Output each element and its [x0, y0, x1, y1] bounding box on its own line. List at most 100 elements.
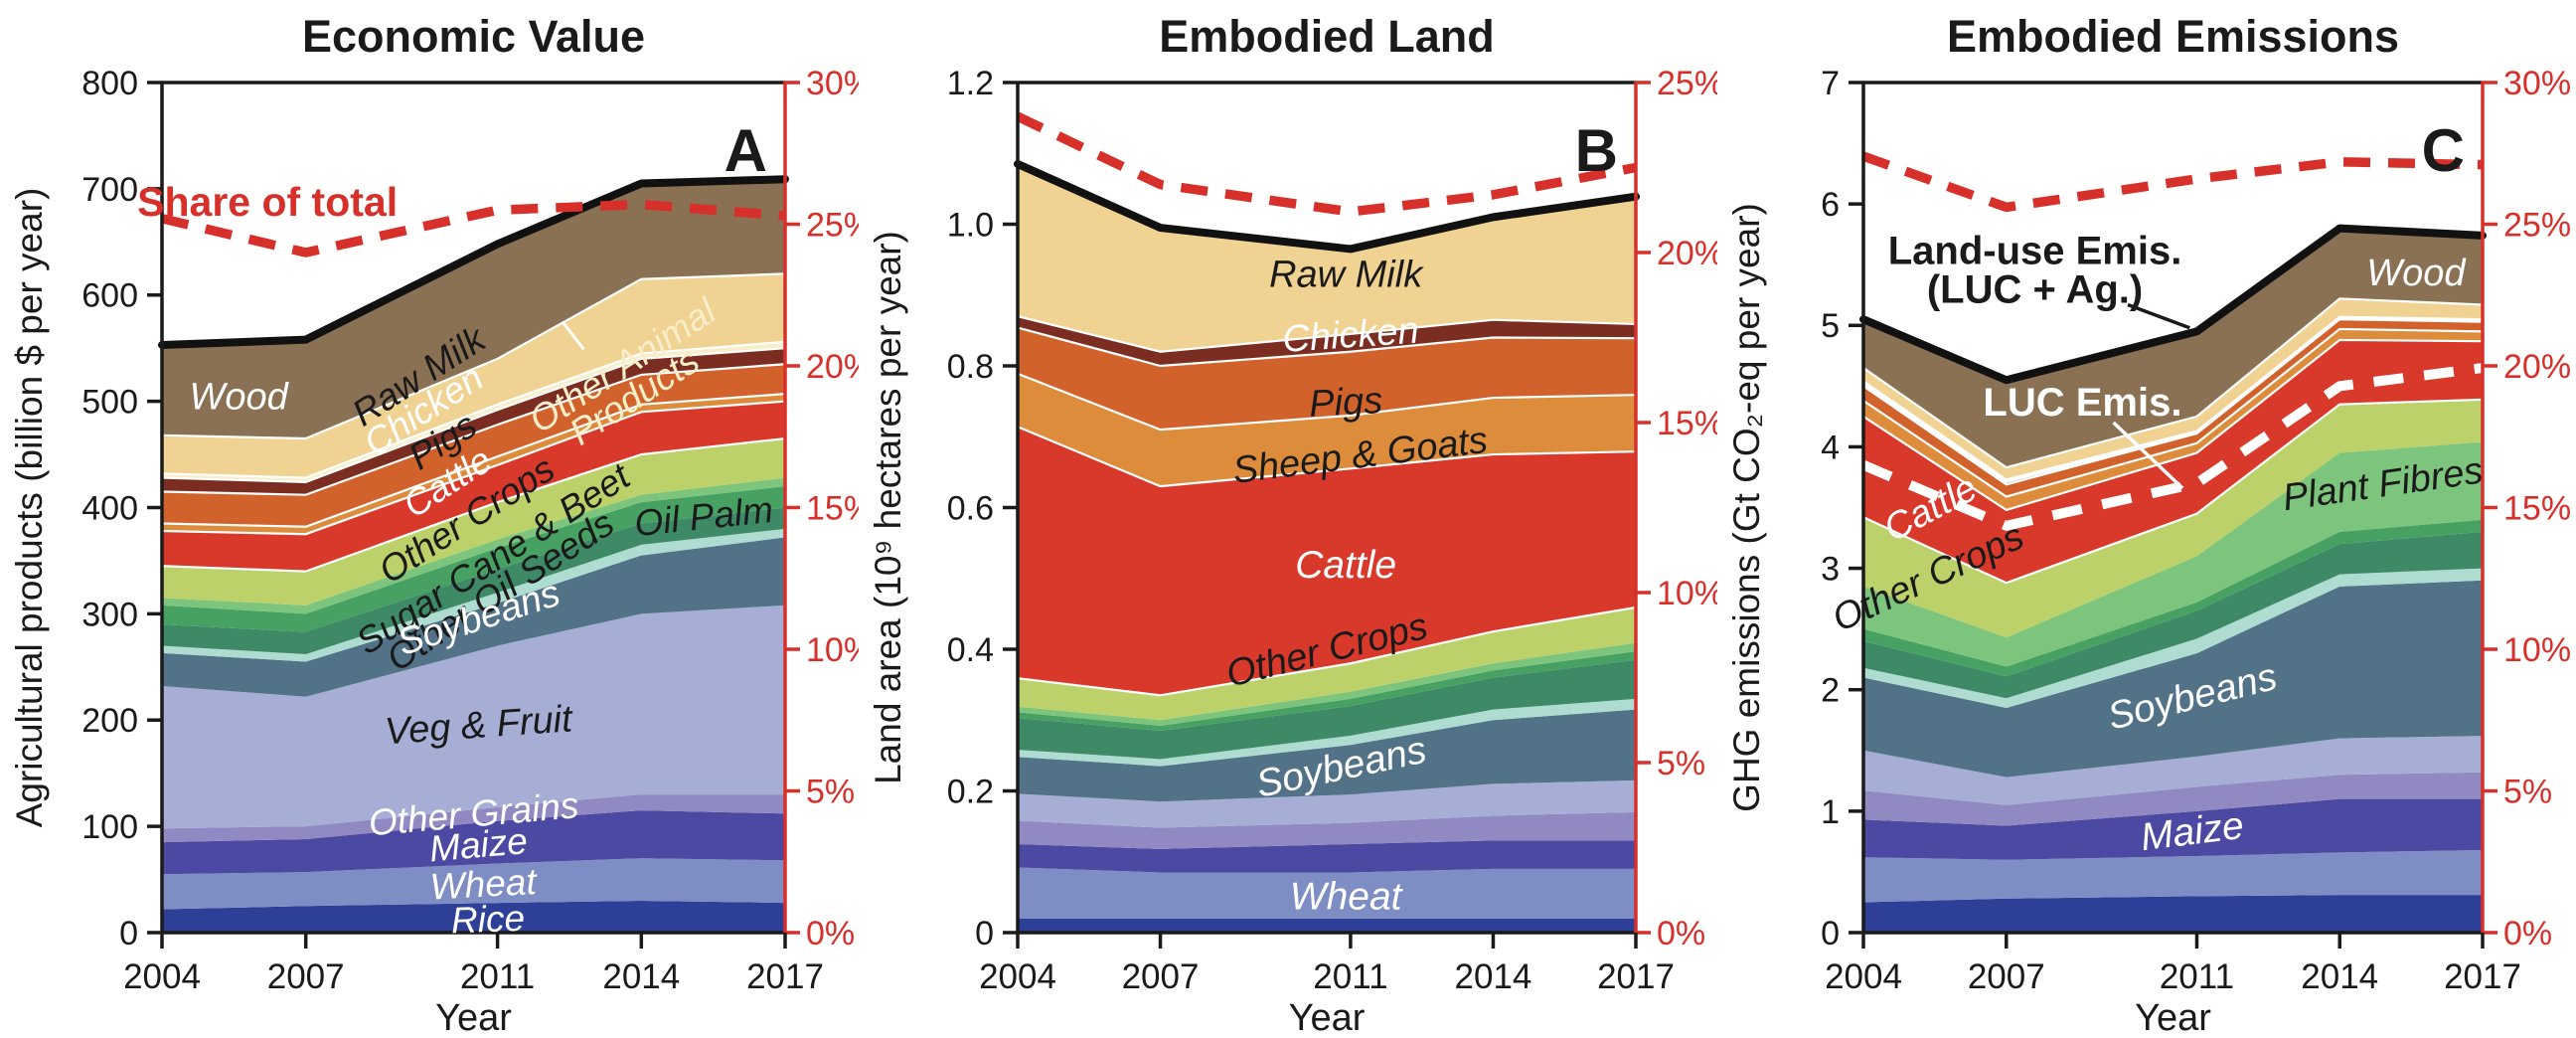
band-plant-fibres — [1018, 642, 1636, 726]
x-tick-label: 2007 — [1968, 957, 2045, 996]
x-tick-label: 2014 — [602, 957, 680, 996]
annotation-pointer — [2127, 302, 2190, 330]
label-luc-emis: LUC Emis. — [1983, 381, 2181, 425]
x-tick-label: 2011 — [1313, 957, 1387, 996]
band-other-oil-seeds — [1018, 659, 1636, 760]
right-tick-label: 25% — [1657, 65, 1717, 102]
panel-title: Economic Value — [302, 11, 645, 62]
right-tick-label: 0% — [2503, 915, 2552, 952]
annotation-pointer — [561, 320, 585, 351]
label-wheat: Wheat — [429, 861, 540, 908]
band-other-grains — [1018, 811, 1636, 849]
x-tick-label: 2014 — [2301, 957, 2378, 996]
panel-embodied-land: 0 0.2 0.4 0.6 0.8 1.0 1.2 0% 5% 10% 15% 20% 25% 2004 2… — [859, 0, 1717, 1038]
band-boundary — [1862, 297, 2484, 469]
band-boundary — [161, 400, 786, 536]
label-wood: Wood — [2366, 253, 2467, 294]
right-tick-label: 0% — [806, 915, 855, 952]
left-tick-label: 1.2 — [947, 65, 994, 102]
band-veg-fruit — [1018, 779, 1636, 828]
band-boundary — [1862, 327, 2484, 498]
right-tick-label: 15% — [2503, 489, 2571, 527]
left-tick-label: 7 — [1821, 65, 1840, 102]
panel-letter: C — [2422, 117, 2465, 184]
band-boundary — [1017, 315, 1637, 353]
left-tick-label: 0 — [975, 915, 994, 952]
right-tick-label: 15% — [1657, 405, 1717, 442]
left-tick-label: 800 — [81, 65, 138, 102]
x-tick-label: 2004 — [979, 957, 1056, 996]
right-tick-label: 25% — [806, 206, 859, 244]
right-tick-label: 20% — [806, 348, 859, 386]
band-plant-fibres — [1863, 441, 2483, 667]
band-boundary — [1017, 326, 1637, 368]
luc-emissions-line — [1861, 363, 2484, 531]
band-boundary — [161, 363, 786, 496]
share-of-total-line — [1861, 151, 2484, 213]
band-other-crops — [1863, 399, 2483, 638]
y-axis-title: Agricultural products (billion $ per yea… — [9, 188, 50, 828]
x-tick-label: 2007 — [267, 957, 345, 996]
band-sugar-cane-beet — [1863, 519, 2483, 677]
band-raw-milk — [1018, 163, 1636, 352]
right-tick-label: 20% — [1657, 235, 1717, 272]
left-tick-label: 700 — [81, 171, 138, 209]
band-boundary — [161, 340, 786, 479]
band-sugar-cane-beet — [1018, 651, 1636, 731]
left-tick-label: 1 — [1821, 793, 1840, 831]
band-cattle — [1018, 427, 1636, 696]
band-wheat — [162, 858, 785, 910]
right-tick-label: 5% — [1657, 745, 1705, 782]
label-raw-milk: Raw Milk — [1269, 255, 1424, 296]
band-boundary — [1862, 315, 2484, 481]
label-chicken: Chicken — [1281, 309, 1420, 360]
band-wheat — [1018, 867, 1636, 919]
band-boundary — [1017, 372, 1637, 432]
band-rice — [1018, 918, 1636, 933]
band-pigs — [162, 364, 785, 527]
band-cattle — [162, 401, 785, 572]
left-tick-label: 2 — [1821, 672, 1840, 710]
right-tick-label: 10% — [806, 631, 859, 669]
panel-title: Embodied Land — [1159, 11, 1495, 62]
total-line — [158, 175, 789, 349]
band-boundary — [1862, 316, 2484, 484]
label-rice: Rice — [450, 898, 525, 942]
right-tick-label: 10% — [1657, 575, 1717, 612]
panel-title: Embodied Emissions — [1947, 11, 2399, 62]
left-tick-label: 400 — [81, 489, 138, 527]
band-boundary — [1862, 338, 2484, 512]
band-boundary — [161, 393, 786, 528]
x-axis-title: Year — [1289, 997, 1366, 1038]
share-of-total-line — [1015, 111, 1637, 217]
plot-area: 0 100 200 300 400 500 600 700 800 0% 5% 10% 15% 20% 25… — [81, 65, 859, 996]
left-tick-label: 0.4 — [947, 631, 994, 669]
label-pigs: Pigs — [1308, 380, 1383, 426]
x-tick-label: 2004 — [123, 957, 201, 996]
x-tick-label: 2017 — [2444, 957, 2521, 996]
band-other-grains — [162, 794, 785, 843]
x-axis-title: Year — [2135, 997, 2211, 1038]
right-tick-label: 5% — [806, 773, 855, 810]
band-other-oil-seeds — [162, 507, 785, 654]
band-boundary — [161, 347, 786, 483]
label-land-use-emis: Land-use Emis. — [1888, 230, 2182, 273]
left-tick-label: 3 — [1821, 550, 1840, 588]
right-tick-label: 10% — [2503, 631, 2571, 669]
band-other-crops — [1018, 606, 1636, 721]
band-oil-palm — [1018, 698, 1636, 767]
left-tick-label: 600 — [81, 277, 138, 315]
panel-economic-value: 0 100 200 300 400 500 600 700 800 0% 5% 10% 15% 20% 25… — [0, 0, 859, 1038]
band-rice — [1863, 895, 2483, 933]
label-share-of-total: Share of total — [137, 179, 398, 225]
panel-letter: B — [1575, 117, 1618, 184]
left-tick-label: 0.6 — [947, 489, 994, 527]
band-soybeans — [1863, 580, 2483, 778]
band-maize — [162, 810, 785, 875]
right-tick-label: 30% — [806, 65, 859, 102]
x-axis-title: Year — [435, 997, 512, 1038]
right-tick-label: 0% — [1657, 915, 1705, 952]
panel-embodied-emissions: 0 1 2 3 4 5 6 7 0% 5% 10% 15% 20% 25% 30% 2004 2007 2011 2… — [1717, 0, 2576, 1038]
label-wood: Wood — [190, 377, 290, 419]
